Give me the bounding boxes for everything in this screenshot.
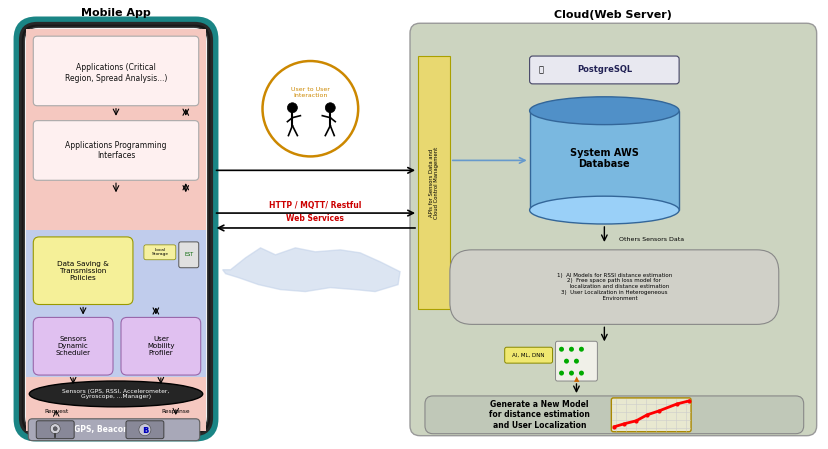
FancyBboxPatch shape bbox=[33, 237, 132, 304]
Bar bbox=[417, 56, 450, 309]
Circle shape bbox=[568, 347, 573, 352]
Text: 🐘: 🐘 bbox=[538, 66, 543, 75]
Circle shape bbox=[53, 427, 57, 431]
Text: Response: Response bbox=[161, 409, 190, 414]
Circle shape bbox=[558, 370, 563, 375]
Text: Mobile App: Mobile App bbox=[81, 9, 151, 18]
Text: ▲: ▲ bbox=[573, 376, 579, 382]
FancyBboxPatch shape bbox=[36, 421, 74, 439]
Text: ʙ: ʙ bbox=[142, 425, 148, 435]
Circle shape bbox=[287, 103, 297, 113]
Text: Sensors
Dynamic
Scheduler: Sensors Dynamic Scheduler bbox=[55, 336, 90, 356]
Circle shape bbox=[563, 359, 568, 364]
Text: Applications (Critical
Region, Spread Analysis...): Applications (Critical Region, Spread An… bbox=[65, 63, 167, 83]
FancyBboxPatch shape bbox=[425, 396, 802, 434]
Bar bbox=[26, 377, 205, 431]
FancyBboxPatch shape bbox=[33, 36, 199, 106]
Text: 1)  AI Models for RSSI distance estimation
2)  Free space path loss model for
  : 1) AI Models for RSSI distance estimatio… bbox=[556, 273, 672, 301]
Text: Request: Request bbox=[44, 409, 68, 414]
FancyBboxPatch shape bbox=[179, 242, 199, 268]
Text: Generate a New Model
for distance estimation
and User Localization: Generate a New Model for distance estima… bbox=[489, 400, 590, 430]
Text: GPS, Beacons RSSI: GPS, Beacons RSSI bbox=[74, 425, 154, 434]
Bar bbox=[26, 230, 205, 319]
Circle shape bbox=[325, 103, 335, 113]
Text: EST: EST bbox=[184, 252, 193, 257]
FancyBboxPatch shape bbox=[126, 421, 164, 439]
Circle shape bbox=[568, 370, 573, 375]
Text: System AWS
Database: System AWS Database bbox=[569, 148, 638, 169]
FancyBboxPatch shape bbox=[28, 419, 200, 440]
Bar bbox=[26, 29, 205, 230]
FancyBboxPatch shape bbox=[121, 317, 200, 375]
Polygon shape bbox=[223, 248, 400, 291]
FancyBboxPatch shape bbox=[24, 27, 208, 431]
Text: User
Mobility
Profiler: User Mobility Profiler bbox=[147, 336, 175, 356]
Circle shape bbox=[558, 347, 563, 352]
Bar bbox=[529, 111, 678, 210]
Text: Data Saving &
Transmission
Policies: Data Saving & Transmission Policies bbox=[57, 261, 109, 281]
FancyBboxPatch shape bbox=[21, 23, 211, 435]
FancyBboxPatch shape bbox=[529, 56, 678, 84]
Text: Sensors (GPS, RSSI, Accelerometer,
Gyroscope, ...Manager): Sensors (GPS, RSSI, Accelerometer, Gyros… bbox=[62, 388, 170, 399]
Ellipse shape bbox=[29, 381, 203, 407]
Text: Applications Programming
Interfaces: Applications Programming Interfaces bbox=[65, 141, 166, 160]
FancyBboxPatch shape bbox=[17, 19, 215, 439]
FancyBboxPatch shape bbox=[610, 398, 691, 431]
Ellipse shape bbox=[529, 196, 678, 224]
FancyBboxPatch shape bbox=[555, 341, 597, 381]
Circle shape bbox=[578, 347, 583, 352]
Circle shape bbox=[573, 359, 578, 364]
FancyBboxPatch shape bbox=[33, 121, 199, 180]
Text: Local
Storage: Local Storage bbox=[152, 247, 168, 256]
Bar bbox=[26, 314, 205, 379]
Text: PostgreSQL: PostgreSQL bbox=[576, 66, 631, 75]
Circle shape bbox=[51, 424, 60, 434]
Text: Others Sensors Data: Others Sensors Data bbox=[619, 238, 684, 242]
FancyBboxPatch shape bbox=[410, 23, 816, 436]
Text: Web Services: Web Services bbox=[286, 214, 344, 223]
FancyBboxPatch shape bbox=[33, 317, 113, 375]
Circle shape bbox=[262, 61, 358, 156]
FancyBboxPatch shape bbox=[450, 250, 777, 324]
Circle shape bbox=[139, 424, 151, 436]
Text: Cloud(Web Server): Cloud(Web Server) bbox=[554, 10, 672, 20]
Text: AI, ML, DNN: AI, ML, DNN bbox=[512, 352, 544, 358]
Circle shape bbox=[578, 370, 583, 375]
FancyBboxPatch shape bbox=[504, 347, 552, 363]
Ellipse shape bbox=[529, 97, 678, 125]
Text: User to User
Interaction: User to User Interaction bbox=[291, 88, 330, 98]
Text: APIs for Sensors Data and
Cloud Control Management: APIs for Sensors Data and Cloud Control … bbox=[428, 147, 439, 220]
FancyBboxPatch shape bbox=[144, 245, 176, 260]
Text: HTTP / MQTT/ Restful: HTTP / MQTT/ Restful bbox=[269, 201, 361, 210]
